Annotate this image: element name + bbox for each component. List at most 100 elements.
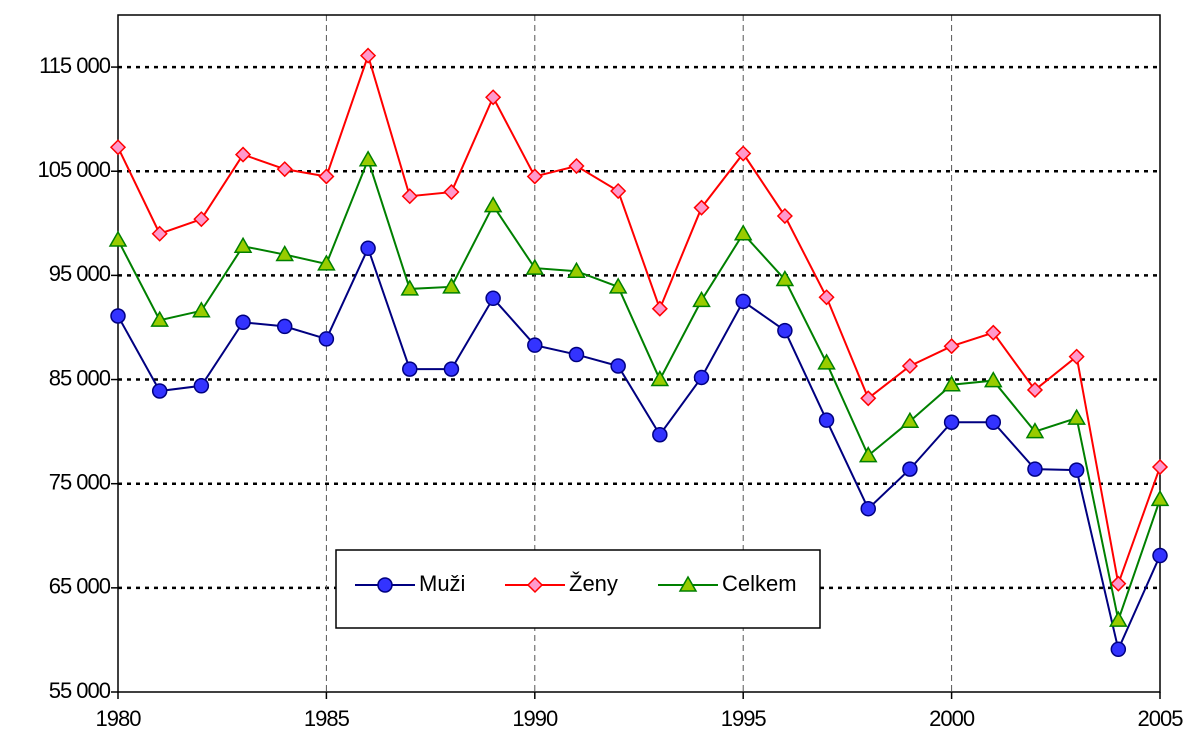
series-line <box>117 156 1161 624</box>
marker <box>735 145 752 162</box>
marker <box>985 414 1002 430</box>
legend-marker <box>678 575 698 592</box>
y-tick-label: 95 000 <box>49 261 111 286</box>
x-tick-label: 1995 <box>721 706 767 731</box>
marker <box>652 426 668 443</box>
legend: Muži Ženy Celkem <box>335 549 821 629</box>
y-tick-label: 85 000 <box>49 365 111 390</box>
marker <box>608 277 628 294</box>
marker <box>192 301 211 318</box>
x-tick-label: 1990 <box>512 706 558 731</box>
marker <box>1067 408 1086 425</box>
legend-label: Ženy <box>569 571 618 596</box>
marker <box>1152 547 1168 564</box>
marker <box>1068 348 1085 365</box>
legend-marker <box>526 576 544 594</box>
marker <box>317 254 336 271</box>
marker <box>567 261 586 278</box>
marker <box>651 300 668 317</box>
marker <box>150 310 169 327</box>
marker <box>318 331 335 347</box>
marker <box>1026 381 1044 399</box>
marker <box>443 361 460 377</box>
marker <box>485 290 501 307</box>
marker <box>108 230 128 247</box>
marker <box>193 378 210 394</box>
marker <box>943 414 960 430</box>
marker <box>860 390 877 407</box>
marker <box>1027 461 1043 477</box>
y-tick-label: 65 000 <box>49 574 111 599</box>
marker <box>985 324 1002 341</box>
marker <box>818 412 835 428</box>
marker <box>775 270 795 287</box>
legend-marker <box>377 577 393 593</box>
marker <box>151 225 168 242</box>
marker <box>902 461 918 477</box>
marker <box>193 211 210 228</box>
marker <box>693 369 710 386</box>
marker <box>527 337 543 353</box>
y-tick-label: 105 000 <box>37 157 110 182</box>
marker <box>858 446 878 463</box>
marker <box>1110 641 1127 658</box>
marker <box>110 308 126 324</box>
x-tick-label: 2000 <box>929 706 975 731</box>
marker <box>109 139 127 156</box>
marker <box>900 411 920 428</box>
marker <box>1109 610 1128 627</box>
marker <box>901 357 918 375</box>
marker <box>525 258 545 275</box>
marker <box>276 318 293 335</box>
marker <box>402 361 418 377</box>
marker <box>483 196 503 213</box>
marker <box>610 182 627 200</box>
marker <box>1068 462 1085 478</box>
marker <box>526 168 543 185</box>
marker <box>735 293 751 310</box>
marker <box>817 353 836 370</box>
marker <box>818 289 835 306</box>
marker <box>733 224 753 241</box>
marker <box>358 150 378 167</box>
marker <box>151 383 168 399</box>
marker <box>1150 489 1170 507</box>
x-tick-label: 2005 <box>1138 706 1184 731</box>
marker <box>568 157 585 175</box>
marker <box>776 207 793 225</box>
y-tick-label: 115 000 <box>39 53 111 78</box>
marker <box>1025 422 1045 439</box>
marker <box>650 370 670 387</box>
marker <box>942 375 961 392</box>
marker <box>1151 458 1169 476</box>
marker <box>443 184 460 201</box>
marker <box>360 47 377 64</box>
plot-frame <box>117 14 1161 693</box>
marker <box>692 290 711 308</box>
marker <box>983 371 1003 388</box>
marker <box>275 245 295 262</box>
marker <box>235 314 251 331</box>
y-tick-label: 75 000 <box>49 470 111 495</box>
series-line <box>117 52 1161 588</box>
marker <box>568 346 585 363</box>
x-tick-label: 1980 <box>96 706 142 731</box>
marker <box>400 279 420 296</box>
marker <box>777 322 793 339</box>
marker <box>943 338 960 355</box>
marker <box>610 358 626 374</box>
marker <box>442 277 461 294</box>
marker <box>233 236 253 253</box>
legend-box <box>335 549 821 629</box>
marker <box>860 500 876 517</box>
legend-label: Celkem <box>722 571 797 596</box>
y-tick-label: 55 000 <box>49 678 111 703</box>
x-tick-label: 1985 <box>304 706 350 731</box>
marker <box>693 199 710 216</box>
marker <box>1110 575 1127 592</box>
marker <box>401 188 418 205</box>
marker <box>234 146 252 163</box>
legend-label: Muži <box>419 571 465 596</box>
marker <box>360 240 376 257</box>
